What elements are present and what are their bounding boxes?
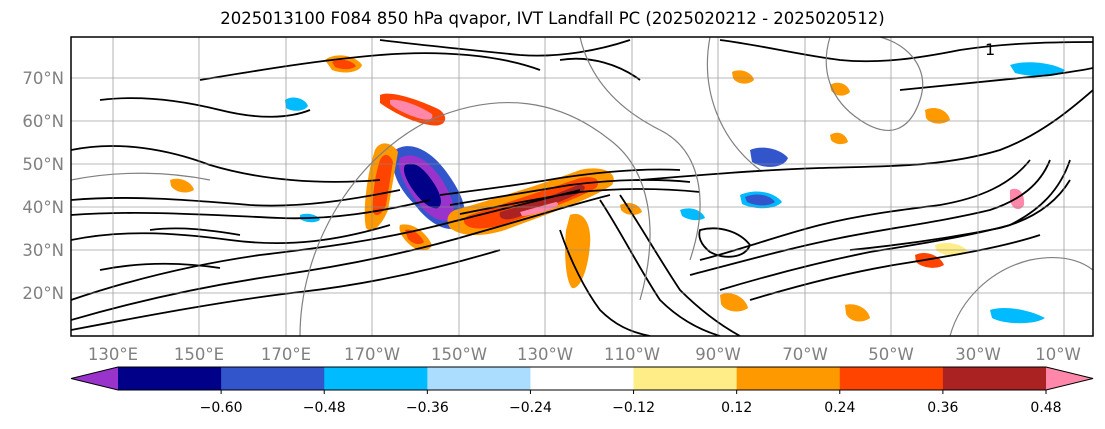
lon-label: 110°W [604,345,660,364]
lon-label: 70°W [782,345,828,364]
lat-label: 50°N [22,155,64,174]
lat-label: 60°N [22,112,64,131]
map-frame [70,36,1094,337]
lon-label: 30°W [955,345,1001,364]
colorbar-segment [839,367,944,390]
lon-label: 170°E [261,345,311,364]
contour-label: 1 [985,40,995,59]
colorbar-tick-label: −0.36 [406,400,449,416]
lon-label: 130°W [517,345,573,364]
lon-label: 150°E [174,345,224,364]
graticule [71,37,1093,336]
colorbar-tick-label: −0.60 [200,400,243,416]
colorbar-segment [221,367,325,390]
colorbar-tick-label: −0.12 [612,400,655,416]
colorbar-segment [633,367,738,390]
lon-label: 150°W [431,345,487,364]
lon-label: 10°W [1035,345,1081,364]
colorbar-segment [530,367,635,390]
colorbar-segment [427,367,531,390]
lat-label: 40°N [22,198,64,217]
lon-label: 130°E [88,345,138,364]
gray-contours [71,37,1093,336]
colorbar-segment [324,367,428,390]
lat-label: 70°N [22,69,64,88]
colorbar-tick-label: 0.24 [824,400,855,416]
colorbar-segment [736,367,841,390]
contour-lines [71,39,1093,336]
figure-title: 2025013100 F084 850 hPa qvapor, IVT Land… [220,9,885,28]
colorbar-segment [118,367,222,390]
colorbar-tick-label: 0.48 [1030,400,1061,416]
lat-label: 20°N [22,284,64,303]
colorbar-extend-low [71,367,118,390]
lon-label: 170°W [344,345,400,364]
colorbar-tick-label: 0.12 [721,400,752,416]
colorbar-tick-label: 0.36 [927,400,958,416]
lon-label: 90°W [695,345,741,364]
longitude-labels: 130°E 150°E 170°E 170°W 150°W 130°W 110°… [88,345,1081,364]
latitude-labels: 70°N 60°N 50°N 40°N 30°N 20°N [22,69,64,303]
lat-label: 30°N [22,241,64,260]
colorbar-segment [942,367,1047,390]
map-panel: 1 [71,37,1093,336]
colorbar-tick-label: −0.24 [509,400,552,416]
colorbar-extend-high [1046,367,1093,390]
colorbar-ticks: −0.60 −0.48 −0.36 −0.24 −0.12 0.12 0.24 0.36 0.4… [200,390,1062,416]
colorbar-segments [70,366,1094,391]
lon-label: 50°W [868,345,914,364]
colorbar-tick-label: −0.48 [303,400,346,416]
colorbar: −0.60 −0.48 −0.36 −0.24 −0.12 0.12 0.24 0.36 0.4… [70,366,1094,416]
